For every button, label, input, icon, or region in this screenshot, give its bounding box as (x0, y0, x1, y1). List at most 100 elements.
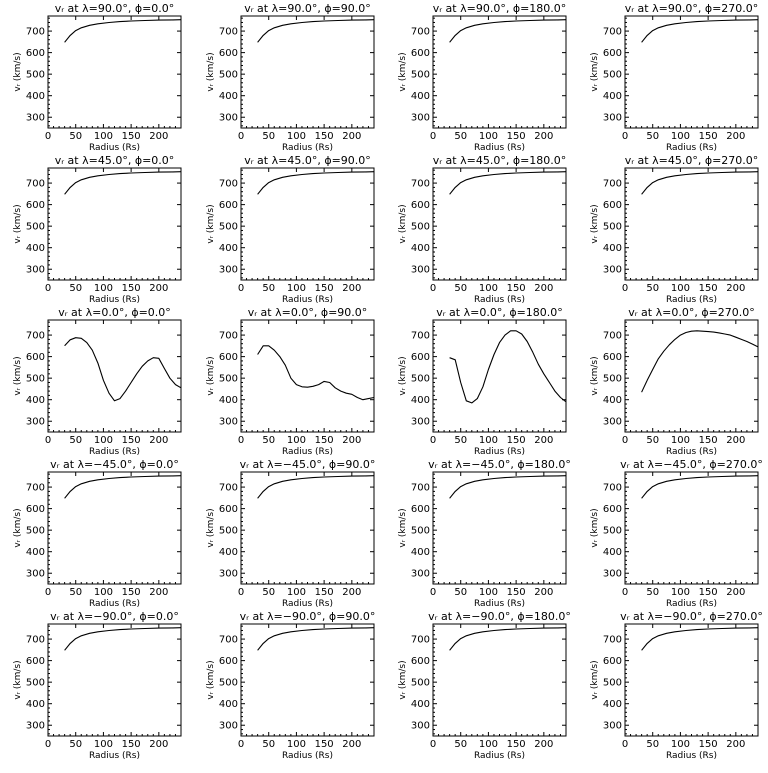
y-tick-label: 600 (411, 656, 430, 667)
y-tick-label: 500 (26, 70, 45, 81)
x-tick-label: 150 (507, 587, 526, 598)
series-line (257, 627, 375, 651)
x-tick-label: 100 (287, 587, 306, 598)
series-line (641, 475, 759, 499)
y-axis-label: vᵣ (km/s) (13, 52, 23, 91)
series-line (641, 171, 759, 195)
y-tick-label: 600 (219, 656, 238, 667)
x-tick-label: 150 (122, 587, 141, 598)
y-tick-label: 400 (603, 91, 622, 102)
x-axis-label: Radius (Rs) (474, 599, 525, 609)
x-tick-label: 0 (430, 587, 436, 598)
x-tick-label: 200 (726, 739, 745, 750)
subplot-3: vᵣ at λ=90.0°, ϕ=180.0° 0 50 100 150 200 300 40… (398, 2, 567, 153)
x-tick-label: 150 (507, 131, 526, 142)
subplot-9: vᵣ at λ=0.0°, ϕ=0.0° 0 50 100 150 200 300 400 50… (13, 306, 182, 457)
x-tick-label: 50 (646, 435, 659, 446)
series-line (641, 19, 759, 43)
y-axis-label: vᵣ (km/s) (398, 204, 408, 243)
x-tick-label: 0 (238, 283, 244, 294)
y-tick-label: 700 (219, 331, 238, 342)
x-tick-label: 0 (238, 131, 244, 142)
series-line (641, 330, 759, 393)
subplot-title: vᵣ at λ=0.0°, ϕ=0.0° (58, 306, 171, 319)
y-tick-label: 500 (26, 678, 45, 689)
x-tick-label: 100 (94, 587, 113, 598)
y-tick-label: 500 (411, 526, 430, 537)
subplot-title: vᵣ at λ=90.0°, ϕ=180.0° (433, 2, 567, 15)
x-tick-label: 50 (262, 435, 275, 446)
y-tick-label: 600 (26, 504, 45, 515)
x-tick-label: 0 (622, 435, 628, 446)
x-tick-label: 100 (94, 131, 113, 142)
y-tick-label: 600 (219, 200, 238, 211)
y-tick-label: 500 (219, 70, 238, 81)
y-tick-label: 700 (411, 635, 430, 646)
x-axis-label: Radius (Rs) (474, 143, 525, 153)
y-tick-label: 600 (219, 504, 238, 515)
x-tick-label: 150 (122, 739, 141, 750)
x-tick-label: 0 (45, 739, 51, 750)
y-tick-label: 600 (26, 656, 45, 667)
x-tick-label: 100 (287, 283, 306, 294)
y-tick-label: 700 (26, 635, 45, 646)
x-tick-label: 0 (238, 739, 244, 750)
subplot-title: vᵣ at λ=90.0°, ϕ=270.0° (625, 2, 759, 15)
x-tick-label: 100 (479, 283, 498, 294)
series-line (64, 171, 182, 195)
y-tick-label: 500 (219, 526, 238, 537)
subplot-title: vᵣ at λ=−90.0°, ϕ=0.0° (50, 610, 179, 623)
x-tick-label: 200 (534, 283, 553, 294)
x-axis-label: Radius (Rs) (282, 599, 333, 609)
x-axis-label: Radius (Rs) (89, 751, 140, 761)
y-tick-label: 400 (26, 91, 45, 102)
x-tick-label: 150 (315, 131, 334, 142)
y-axis-label: vᵣ (km/s) (398, 660, 408, 699)
x-axis-label: Radius (Rs) (89, 295, 140, 305)
subplot-title: vᵣ at λ=−45.0°, ϕ=0.0° (50, 458, 179, 471)
x-tick-label: 0 (45, 283, 51, 294)
plot-frame (624, 471, 759, 585)
subplot-title: vᵣ at λ=0.0°, ϕ=270.0° (628, 306, 755, 319)
y-tick-label: 700 (411, 483, 430, 494)
x-tick-label: 200 (342, 435, 361, 446)
y-tick-label: 300 (26, 569, 45, 580)
y-tick-label: 500 (219, 222, 238, 233)
plot-frame (624, 15, 759, 129)
x-tick-label: 200 (149, 587, 168, 598)
y-tick-label: 700 (26, 331, 45, 342)
y-tick-label: 600 (26, 352, 45, 363)
plot-frame (624, 623, 759, 737)
x-tick-label: 200 (726, 435, 745, 446)
plot-frame (240, 623, 375, 737)
subplot-17: vᵣ at λ=−90.0°, ϕ=0.0° 0 50 100 150 200 300 400… (13, 610, 182, 761)
x-tick-label: 200 (534, 435, 553, 446)
y-axis-label: vᵣ (km/s) (590, 204, 600, 243)
x-tick-label: 50 (69, 131, 82, 142)
plot-frame (240, 471, 375, 585)
plot-frame (47, 471, 182, 585)
y-tick-label: 400 (411, 699, 430, 710)
plot-frame (47, 623, 182, 737)
plot-frame (240, 319, 375, 433)
x-tick-label: 200 (534, 587, 553, 598)
subplot-19: vᵣ at λ=−90.0°, ϕ=180.0° 0 50 100 150 200 300 4… (398, 610, 571, 761)
plot-frame (432, 319, 567, 433)
subplot-title: vᵣ at λ=90.0°, ϕ=0.0° (55, 2, 175, 15)
y-tick-label: 500 (603, 526, 622, 537)
y-tick-label: 500 (411, 222, 430, 233)
y-axis-label: vᵣ (km/s) (590, 660, 600, 699)
plot-frame (624, 319, 759, 433)
x-tick-label: 50 (454, 739, 467, 750)
series-line (64, 337, 182, 402)
x-tick-label: 100 (94, 283, 113, 294)
x-tick-label: 0 (238, 435, 244, 446)
x-tick-label: 150 (699, 283, 718, 294)
x-tick-label: 50 (262, 739, 275, 750)
y-tick-label: 500 (219, 678, 238, 689)
y-tick-label: 700 (603, 635, 622, 646)
y-tick-label: 300 (411, 569, 430, 580)
subplot-20: vᵣ at λ=−90.0°, ϕ=270.0° 0 50 100 150 200 300 4… (590, 610, 763, 761)
plot-frame (432, 167, 567, 281)
y-tick-label: 600 (603, 504, 622, 515)
